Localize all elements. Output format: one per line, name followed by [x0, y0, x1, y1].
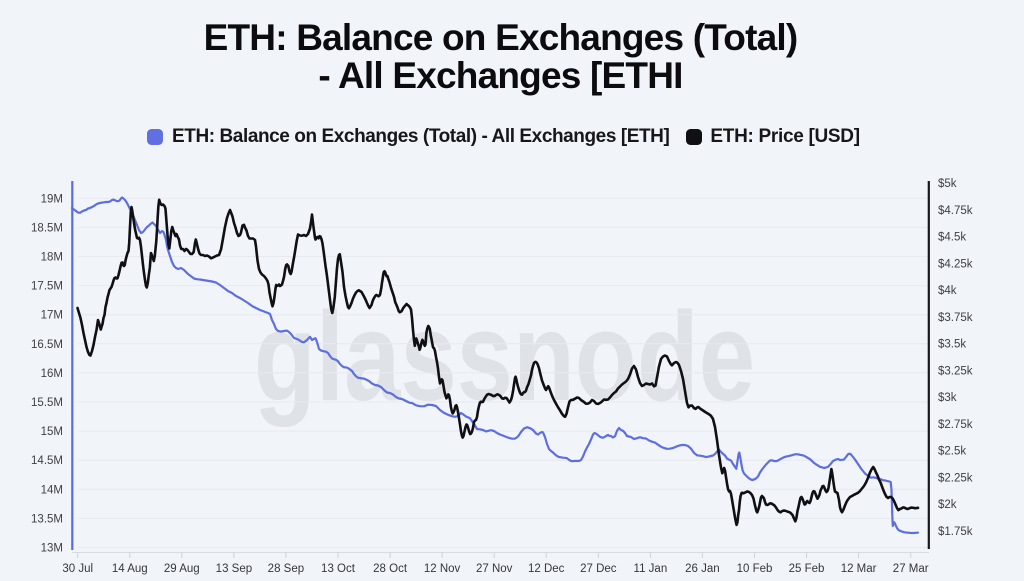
svg-text:27 Nov: 27 Nov — [476, 563, 513, 575]
svg-text:17M: 17M — [41, 310, 63, 322]
svg-text:29 Aug: 29 Aug — [164, 563, 200, 575]
svg-text:13 Oct: 13 Oct — [321, 563, 356, 575]
svg-text:$5k: $5k — [938, 178, 957, 190]
svg-text:$4.25k: $4.25k — [938, 258, 973, 270]
svg-text:$4.5k: $4.5k — [938, 232, 966, 244]
svg-text:12 Mar: 12 Mar — [841, 563, 877, 575]
svg-text:$2k: $2k — [938, 499, 957, 511]
svg-text:$3k: $3k — [938, 392, 957, 404]
svg-text:14M: 14M — [41, 484, 63, 496]
svg-text:glassnode: glassnode — [254, 288, 755, 428]
svg-text:$3.5k: $3.5k — [938, 339, 966, 351]
svg-text:$3.25k: $3.25k — [938, 365, 973, 377]
svg-text:30 Jul: 30 Jul — [62, 563, 93, 575]
svg-text:10 Feb: 10 Feb — [737, 563, 773, 575]
svg-text:$2.25k: $2.25k — [938, 472, 973, 484]
svg-text:28 Oct: 28 Oct — [373, 563, 408, 575]
svg-text:$2.5k: $2.5k — [938, 446, 966, 458]
svg-text:14.5M: 14.5M — [31, 455, 63, 467]
svg-text:18.5M: 18.5M — [31, 222, 63, 234]
svg-text:26 Jan: 26 Jan — [685, 563, 720, 575]
svg-text:19M: 19M — [41, 193, 63, 205]
svg-text:15.5M: 15.5M — [31, 397, 63, 409]
svg-text:13M: 13M — [41, 543, 63, 555]
svg-text:16.5M: 16.5M — [31, 339, 63, 351]
svg-text:17.5M: 17.5M — [31, 281, 63, 293]
svg-text:15M: 15M — [41, 426, 63, 438]
svg-text:27 Dec: 27 Dec — [580, 563, 617, 575]
svg-text:$2.75k: $2.75k — [938, 419, 973, 431]
svg-text:12 Nov: 12 Nov — [424, 563, 461, 575]
svg-text:13 Sep: 13 Sep — [216, 563, 252, 575]
svg-text:28 Sep: 28 Sep — [268, 563, 304, 575]
svg-text:$3.75k: $3.75k — [938, 312, 973, 324]
svg-text:$4.75k: $4.75k — [938, 205, 973, 217]
svg-text:11 Jan: 11 Jan — [634, 563, 668, 575]
svg-text:13.5M: 13.5M — [31, 513, 63, 525]
svg-text:$4k: $4k — [938, 285, 957, 297]
svg-text:14 Aug: 14 Aug — [112, 563, 148, 575]
svg-text:18M: 18M — [41, 252, 63, 264]
svg-text:$1.75k: $1.75k — [938, 526, 973, 538]
svg-text:12 Dec: 12 Dec — [528, 563, 565, 575]
svg-text:27 Mar: 27 Mar — [893, 563, 929, 575]
svg-text:16M: 16M — [41, 368, 63, 380]
svg-text:25 Feb: 25 Feb — [789, 563, 825, 575]
